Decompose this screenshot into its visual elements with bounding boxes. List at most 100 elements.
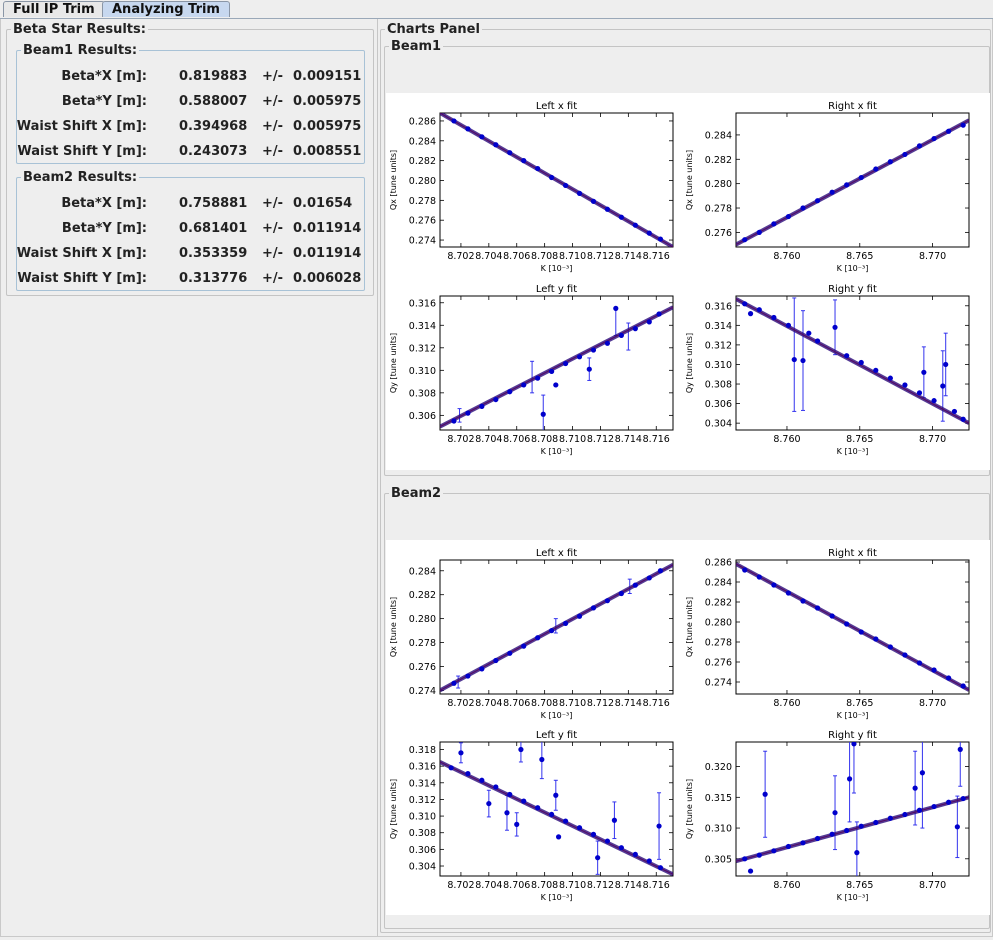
y-tick-label: 0.278: [705, 204, 732, 215]
chart-title: Right x fit: [828, 101, 877, 112]
y-tick-label: 0.312: [409, 795, 436, 806]
data-point: [771, 848, 777, 854]
data-point: [590, 831, 597, 837]
x-tick-label: 8.716: [643, 251, 670, 262]
data-point: [858, 823, 864, 829]
data-point: [858, 359, 864, 366]
y-tick-label: 0.276: [705, 228, 732, 239]
x-tick-label: 8.770: [919, 251, 946, 262]
data-point: [873, 166, 879, 172]
data-point: [618, 214, 624, 220]
data-point: [479, 134, 485, 140]
x-tick-label: 8.765: [846, 251, 873, 262]
data-point: [604, 340, 611, 346]
beam2-row-waist-shift-y: Waist Shift Y [m]: 0.313776 +/- 0.006028: [17, 268, 361, 290]
result-error: 0.009151: [293, 69, 362, 84]
data-point: [771, 221, 777, 227]
data-point: [604, 838, 611, 844]
result-error: 0.01654: [293, 196, 353, 211]
y-tick-label: 0.306: [705, 399, 732, 410]
beam2-fit-charts: 8.702 8.704 8.706 8.708 8.710 8.712 8.714 8.716…: [389, 548, 970, 902]
data-point: [553, 382, 559, 388]
y-tick-label: 0.310: [409, 366, 436, 377]
data-point: [742, 301, 748, 307]
data-point: [814, 835, 821, 842]
y-tick-label: 0.274: [705, 678, 732, 689]
y-tick-label: 0.284: [409, 566, 436, 577]
chart-title: Right y fit: [828, 730, 877, 741]
data-point: [521, 798, 527, 804]
data-point: [553, 792, 559, 798]
data-point: [549, 368, 555, 375]
y-tick-label: 0.280: [409, 614, 436, 625]
data-point: [951, 408, 958, 415]
y-tick-label: 0.276: [705, 658, 732, 669]
tab-analyzing-trim[interactable]: Analyzing Trim: [102, 1, 230, 17]
result-error: 0.005975: [293, 94, 362, 109]
y-tick-label: 0.314: [409, 321, 436, 332]
y-tick-label: 0.304: [705, 419, 732, 430]
data-point: [521, 382, 527, 388]
result-label: Waist Shift Y [m]:: [17, 271, 147, 286]
x-tick-label: 8.760: [773, 251, 800, 262]
x-tick-label: 8.716: [643, 880, 670, 891]
x-tick-label: 8.712: [587, 698, 614, 709]
data-point: [742, 856, 748, 862]
plus-minus-sign: +/-: [262, 94, 284, 109]
x-tick-label: 8.704: [475, 880, 502, 891]
data-point: [535, 635, 541, 641]
x-tick-label: 8.708: [531, 251, 558, 262]
plus-minus-sign: +/-: [262, 69, 284, 84]
y-tick-label: 0.312: [409, 343, 436, 354]
data-point: [451, 680, 457, 686]
data-point: [946, 675, 952, 681]
x-tick-label: 8.710: [559, 698, 586, 709]
fit-chart-b2-left-y: 8.702 8.704 8.706 8.708 8.710 8.712 8.714 8.716…: [389, 730, 674, 902]
plus-minus-sign: +/-: [262, 196, 284, 211]
data-point: [960, 416, 966, 422]
data-point: [549, 174, 555, 181]
y-axis-label: Qx [tune units]: [389, 150, 398, 210]
y-tick-label: 0.282: [705, 598, 732, 609]
x-tick-label: 8.710: [559, 251, 586, 262]
data-point: [756, 229, 762, 235]
x-tick-label: 8.760: [773, 434, 800, 445]
tab-full-ip-trim[interactable]: Full IP Trim: [3, 1, 105, 17]
data-point: [742, 237, 748, 243]
chart-title: Right y fit: [828, 284, 877, 295]
data-point: [590, 198, 597, 204]
x-tick-label: 8.712: [587, 251, 614, 262]
data-point: [576, 613, 583, 619]
y-tick-label: 0.320: [705, 762, 732, 773]
data-point: [785, 843, 792, 850]
charts-panel-title: Charts Panel: [387, 22, 480, 37]
y-tick-label: 0.308: [705, 380, 732, 391]
fit-chart-b2-right-y: 8.760 8.765 8.770 0.305 0.310 0.315 0.320 Right…: [685, 730, 970, 902]
data-point: [562, 182, 569, 189]
data-point: [479, 777, 485, 783]
beam2-chart-area: 8.702 8.704 8.706 8.708 8.710 8.712 8.714 8.716…: [386, 540, 990, 915]
data-point: [613, 305, 619, 311]
y-tick-label: 0.280: [409, 176, 436, 187]
x-tick-label: 8.704: [475, 698, 502, 709]
y-axis-label: Qy [tune units]: [389, 333, 398, 393]
result-error: 0.011914: [293, 246, 362, 261]
data-point: [858, 629, 864, 635]
y-tick-label: 0.280: [705, 179, 732, 190]
data-point: [887, 644, 893, 650]
x-tick-label: 8.708: [531, 698, 558, 709]
fit-chart-b2-left-x: 8.702 8.704 8.706 8.708 8.710 8.712 8.714 8.716…: [389, 548, 674, 720]
y-tick-label: 0.276: [409, 662, 436, 673]
data-point: [486, 800, 492, 807]
plus-minus-sign: +/-: [262, 221, 284, 236]
data-point: [656, 823, 662, 829]
chart-title: Left x fit: [536, 101, 577, 112]
data-point: [873, 819, 879, 826]
data-point: [902, 652, 908, 658]
result-error: 0.005975: [293, 119, 362, 134]
split-divider[interactable]: [377, 19, 378, 936]
plot-body: [736, 742, 969, 876]
data-point: [535, 375, 541, 381]
data-point: [762, 791, 768, 797]
data-point: [465, 126, 471, 132]
